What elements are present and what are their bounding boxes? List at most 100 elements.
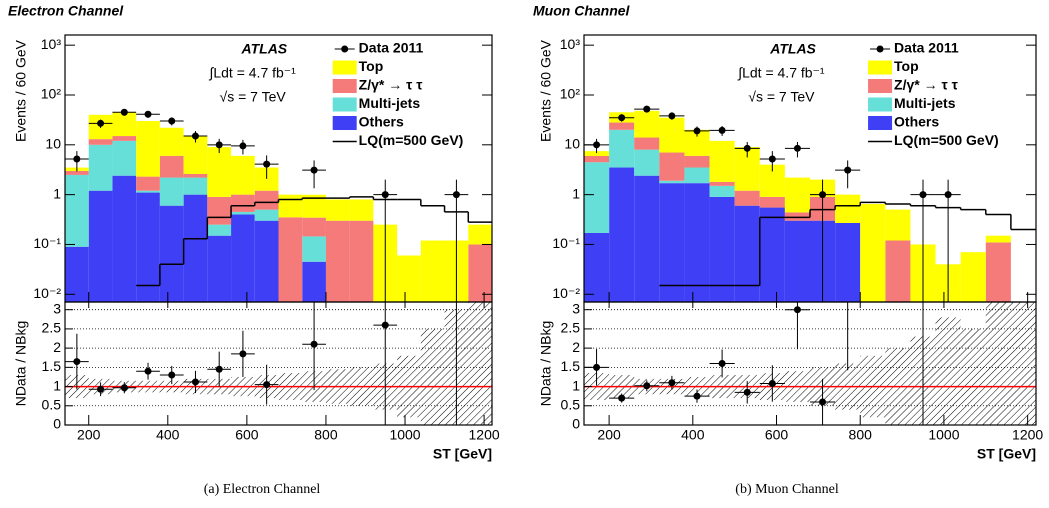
stack-bar (88, 190, 113, 302)
stack-bar (159, 155, 184, 178)
stack-bar (734, 190, 760, 206)
stack-bar (302, 236, 326, 262)
stack-bar (88, 139, 113, 145)
stack-bar (468, 244, 492, 302)
stack-bar (659, 183, 685, 302)
stack-bar (278, 217, 303, 302)
data-point (215, 141, 223, 149)
annotation: √s = 7 TeV (748, 89, 815, 105)
ratio-point (73, 358, 81, 366)
x-tick-label: 1000 (928, 427, 959, 443)
data-point (263, 160, 271, 168)
stack-bar (759, 207, 785, 302)
stack-bar (302, 217, 326, 237)
data-point (844, 166, 852, 174)
data-point (693, 127, 701, 135)
stack-bar (609, 129, 635, 168)
stack-bar (302, 261, 326, 302)
upper-plot (584, 105, 1036, 302)
y-tick-label: 0 (572, 416, 580, 432)
stack-bar (584, 232, 610, 302)
y-tick-label: 2.5 (561, 320, 581, 336)
legend-swatch (332, 79, 357, 93)
data-point (73, 155, 81, 163)
uncertainty-band (420, 328, 445, 425)
stack-bar (325, 220, 350, 302)
y-tick-label: 1.5 (42, 358, 62, 374)
stack-bar (759, 196, 785, 208)
stack-bar (609, 122, 635, 130)
stack-bar (183, 194, 208, 302)
y-tick-label: 2 (572, 339, 580, 355)
y-tick-label: 10 (45, 136, 61, 152)
data-point (793, 144, 801, 152)
ratio-point (819, 398, 827, 406)
frame (583, 301, 1037, 426)
x-tick-label: 1200 (1012, 427, 1043, 443)
annotation: ∫Ldt = 4.7 fb⁻¹ (209, 65, 297, 81)
stack-bar (835, 222, 861, 302)
legend-label: Multi-jets (359, 95, 421, 111)
data-point (239, 142, 247, 150)
legend-label: Others (894, 114, 939, 130)
y-tick-label: 10³ (41, 36, 62, 52)
stack-bar (835, 194, 861, 223)
legend-swatch (868, 97, 893, 112)
data-point (919, 191, 927, 199)
y-axis-label: Events / 60 GeV (538, 39, 554, 142)
caption: (a) Electron Channel (204, 482, 321, 497)
stack-bar (634, 149, 660, 176)
stack-bar (207, 224, 232, 236)
ratio-axis-label: NData / NBkg (13, 321, 29, 407)
data-point (743, 144, 751, 152)
x-tick-label: 1000 (389, 427, 420, 443)
legend-label: LQ(m=500 GeV) (894, 132, 999, 148)
stack-bar (159, 177, 184, 206)
ratio-point (310, 340, 318, 348)
legend-swatch (868, 60, 893, 75)
stack-bar (136, 190, 160, 193)
stack-bar (659, 152, 685, 181)
legend-label: Top (894, 58, 919, 74)
data-point (819, 191, 827, 199)
y-tick-label: 1 (572, 377, 580, 393)
x-tick-label: 800 (314, 427, 338, 443)
y-tick-label: 0 (53, 416, 61, 432)
stack-bar (709, 181, 735, 186)
upper-plot (65, 108, 492, 302)
legend-label: Z/γ* → τ τ (894, 77, 959, 93)
data-point (310, 166, 318, 174)
y-tick-label: 10⁻¹ (33, 235, 61, 251)
data-point (452, 191, 460, 199)
y-tick-label: 10⁻² (552, 285, 580, 301)
data-point (191, 132, 199, 140)
y-axis-label: Events / 60 GeV (13, 39, 29, 142)
y-tick-label: 0.5 (42, 396, 62, 412)
stack-bar (207, 196, 232, 225)
stack-bar (659, 180, 685, 184)
y-tick-label: 10² (560, 86, 581, 102)
ratio-point (144, 367, 152, 375)
y-tick-label: 0.5 (561, 396, 581, 412)
annotation: ∫Ldt = 4.7 fb⁻¹ (737, 65, 825, 81)
y-tick-label: 2 (53, 339, 61, 355)
legend-label: Data 2011 (894, 40, 959, 56)
stack-bar (420, 240, 445, 302)
stack-bar (231, 211, 255, 215)
stack-bar (88, 144, 113, 191)
stack-bar (634, 175, 660, 302)
uncertainty-band (935, 317, 961, 425)
stack-bar (885, 240, 911, 302)
ratio-point (643, 382, 651, 390)
data-point (593, 141, 601, 149)
stack-bar (254, 190, 279, 210)
ratio-point (668, 379, 676, 387)
stack-bar (609, 167, 635, 302)
stack-bar (207, 147, 232, 197)
y-tick-label: 2.5 (42, 320, 62, 336)
stack-bar (684, 167, 710, 184)
stack-bar (65, 246, 89, 302)
caption: (b) Muon Channel (735, 482, 839, 497)
stack-bar (254, 209, 279, 221)
stack-bar (112, 140, 137, 176)
